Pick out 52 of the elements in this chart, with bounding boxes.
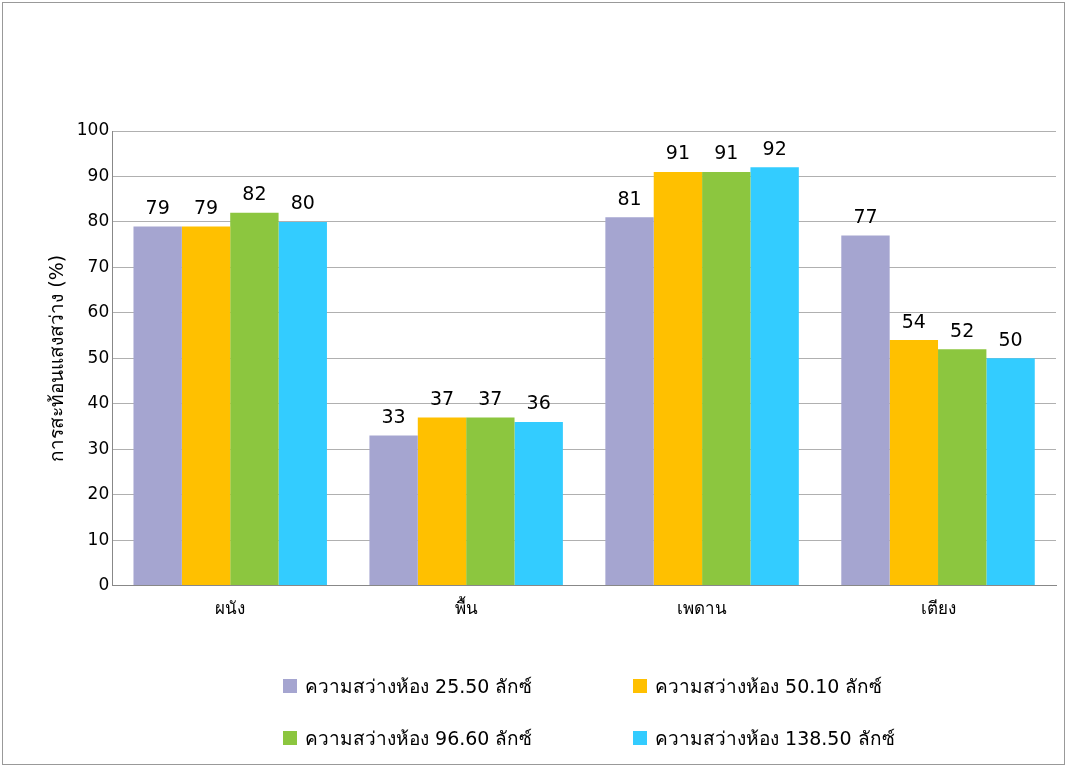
data-label: 79	[145, 195, 170, 218]
legend-label: ความสว่างห้อง 25.50 ลักซ์	[305, 674, 533, 699]
y-tick-label: 20	[87, 483, 110, 504]
data-label: 77	[853, 205, 878, 227]
y-tick-label: 10	[87, 528, 110, 549]
legend-label: ความสว่างห้อง 96.60 ลักซ์	[305, 726, 533, 751]
bar	[181, 226, 231, 586]
data-label: 33	[381, 405, 406, 428]
data-label: 91	[714, 141, 739, 164]
bar	[938, 349, 987, 586]
bar	[514, 421, 563, 586]
y-tick-label: 90	[87, 164, 110, 185]
bar	[986, 358, 1035, 586]
data-label: 37	[478, 386, 503, 409]
data-label: 50	[998, 327, 1023, 350]
y-tick-label: 50	[87, 346, 110, 367]
x-tick-label: เตียง	[920, 598, 956, 619]
bar	[466, 417, 515, 586]
bar	[841, 235, 890, 586]
bar	[605, 217, 654, 586]
y-tick-label: 0	[98, 574, 110, 595]
y-axis-title: การสะท้อนแสงสว่าง (%)	[45, 254, 68, 462]
y-tick-label: 60	[87, 301, 110, 322]
data-label: 52	[950, 318, 975, 341]
x-tick-label: เพดาน	[677, 598, 728, 619]
bar	[278, 221, 327, 586]
y-tick-label: 70	[87, 255, 110, 276]
bar	[133, 226, 182, 586]
data-label: 36	[526, 391, 551, 414]
data-label: 81	[617, 186, 642, 209]
x-tick-label: ผนัง	[215, 598, 246, 619]
data-label: 82	[242, 182, 267, 205]
bar	[417, 417, 467, 586]
y-tick-label: 100	[76, 119, 110, 140]
data-label: 91	[665, 141, 690, 164]
legend-label: ความสว่างห้อง 50.10 ลักซ์	[655, 674, 883, 699]
bar	[230, 212, 279, 586]
y-tick-label: 30	[87, 437, 110, 458]
data-label: 37	[429, 386, 455, 409]
bar	[653, 171, 703, 586]
bar	[702, 171, 751, 586]
y-tick-label: 80	[87, 210, 110, 231]
bar	[889, 340, 939, 586]
y-tick-label: 40	[87, 392, 110, 413]
bar	[750, 167, 799, 586]
bar	[369, 435, 418, 586]
data-label: 79	[193, 195, 219, 218]
data-label: 92	[762, 136, 787, 159]
data-label: 80	[290, 191, 315, 214]
x-tick-label: พื้น	[454, 596, 478, 619]
legend-label: ความสว่างห้อง 138.50 ลักซ์	[655, 726, 895, 751]
data-label: 54	[901, 309, 926, 332]
